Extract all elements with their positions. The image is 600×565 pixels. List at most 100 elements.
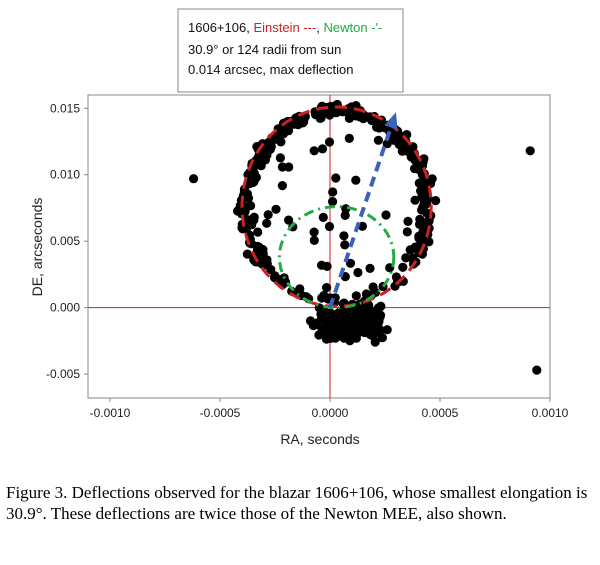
data-point <box>351 291 361 301</box>
figure-caption: Figure 3. Deflections observed for the b… <box>6 483 588 523</box>
data-point <box>370 337 380 347</box>
data-point <box>370 317 380 327</box>
data-point <box>351 175 361 185</box>
data-point <box>363 112 373 122</box>
data-point <box>345 258 356 268</box>
data-points <box>189 99 542 375</box>
data-point <box>391 272 401 282</box>
data-point <box>324 221 335 232</box>
data-point <box>321 334 332 344</box>
data-point <box>242 249 252 259</box>
data-point <box>246 201 256 211</box>
data-point <box>293 117 303 128</box>
data-point <box>339 231 349 241</box>
plot-area <box>87 94 551 399</box>
data-point <box>256 161 266 171</box>
data-point <box>239 184 249 194</box>
data-point <box>421 218 431 228</box>
x-tick-label: -0.0005 <box>200 406 241 420</box>
data-point <box>271 204 281 214</box>
legend-separator: , <box>316 20 323 35</box>
data-point <box>402 227 412 237</box>
legend-prefix: 1606+106, <box>188 20 253 35</box>
x-tick-label: 0.0005 <box>422 406 459 420</box>
legend-line-2: 30.9° or 124 radii from sun <box>188 42 341 57</box>
data-point <box>328 187 338 197</box>
data-point <box>253 227 263 237</box>
data-point <box>351 333 361 343</box>
data-point <box>189 174 199 184</box>
data-point <box>263 210 273 220</box>
data-point <box>410 195 420 205</box>
data-point <box>245 167 255 177</box>
data-point <box>331 173 341 183</box>
model-curves <box>240 105 433 310</box>
y-axis-title: DE, arcseconds <box>29 198 45 297</box>
data-point <box>340 210 350 220</box>
data-point <box>342 310 352 321</box>
data-point <box>309 235 319 245</box>
data-point <box>382 139 392 149</box>
data-point <box>277 181 287 191</box>
data-point <box>309 227 319 237</box>
arrow-head <box>384 112 398 130</box>
data-point <box>373 135 383 145</box>
data-point <box>403 216 413 226</box>
data-point <box>382 325 392 335</box>
max-deflection-arrow <box>328 126 393 309</box>
newton-curve <box>277 205 396 310</box>
y-tick-label: 0.015 <box>50 101 80 115</box>
data-point <box>308 320 318 331</box>
data-point <box>359 314 369 324</box>
data-point <box>532 365 542 375</box>
data-point <box>317 144 328 154</box>
data-point <box>431 196 441 206</box>
data-point <box>355 326 365 336</box>
data-point <box>262 218 272 228</box>
data-point <box>353 309 363 319</box>
data-point <box>373 117 383 127</box>
data-point <box>398 262 408 272</box>
legend-einstein: Einstein --- <box>253 20 316 35</box>
y-tick-label: -0.005 <box>46 367 80 381</box>
data-point <box>272 133 282 143</box>
data-point <box>266 264 276 275</box>
data-point <box>322 283 332 293</box>
data-point <box>277 162 287 172</box>
data-point <box>353 267 363 278</box>
data-point <box>418 176 428 186</box>
data-point <box>309 146 319 156</box>
data-point <box>401 253 411 263</box>
data-point <box>322 261 332 271</box>
data-point <box>361 289 371 299</box>
y-tick-label: 0.010 <box>50 168 80 182</box>
data-point <box>284 162 294 172</box>
data-point <box>422 208 432 218</box>
data-point <box>253 153 263 163</box>
data-point <box>324 137 335 147</box>
x-axis-title: RA, seconds <box>280 431 359 447</box>
einstein-curve <box>240 105 433 308</box>
data-point <box>424 237 434 247</box>
zero-axes <box>88 95 550 398</box>
data-point <box>284 215 294 225</box>
data-point <box>237 209 247 219</box>
legend-box <box>177 8 404 93</box>
data-point <box>343 104 353 114</box>
legend-newton: Newton -'- <box>324 20 383 35</box>
data-point <box>344 113 354 123</box>
x-tick-label: 0.0010 <box>532 406 569 420</box>
data-point <box>344 133 354 143</box>
data-point <box>418 227 428 237</box>
data-point <box>257 254 267 264</box>
data-point <box>275 153 285 163</box>
data-point <box>354 112 365 122</box>
data-point <box>262 147 272 157</box>
axis-ticks: -0.0010 -0.0005 0.0000 0.0005 0.0010 0.015 0.0… <box>46 101 569 420</box>
data-point <box>270 273 280 283</box>
data-point <box>390 131 400 141</box>
legend-line-1: 1606+106, Einstein ---, Newton -'- <box>188 20 382 35</box>
data-point <box>404 147 414 157</box>
data-point <box>325 314 336 324</box>
